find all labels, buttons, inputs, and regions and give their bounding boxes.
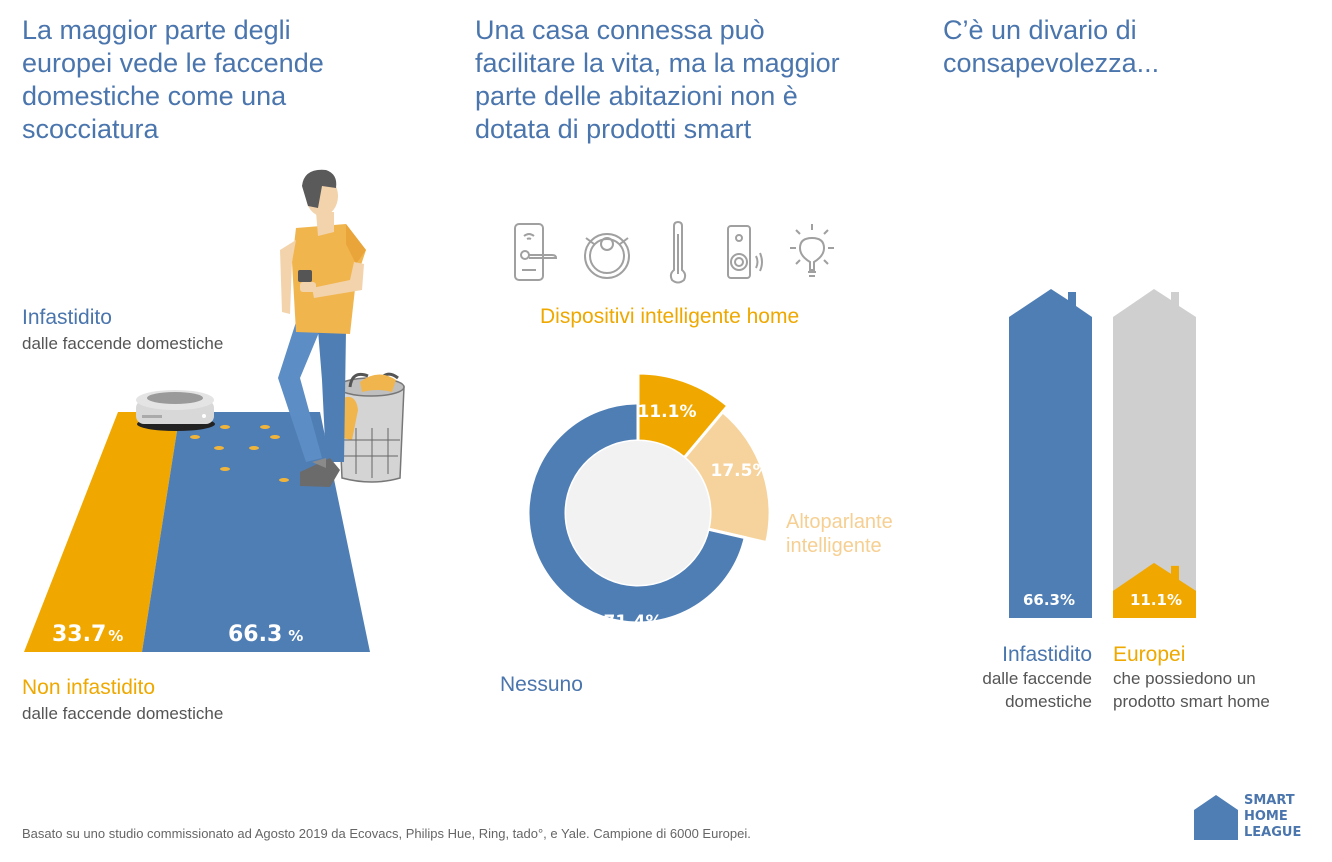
donut-hole [566,441,710,585]
logo-text: SMART HOME LEAGUE [1244,793,1302,840]
crumbs [190,425,289,482]
footnote: Basato su uno studio commissionato ad Ag… [22,826,751,841]
thermostat-icon [669,220,687,284]
section1-headline: La maggior parte degli europei vede le f… [22,15,324,144]
smart-bulb-icon [790,224,834,277]
smart-lock-icon [514,223,558,281]
robot-vacuum-icon [584,233,630,279]
annoyed-label: Infastidito [22,306,112,329]
house-bar-owners [1113,562,1196,618]
house-bar-annoyed [1009,289,1092,618]
house-bars-chart: 66.3% 11.1% [1009,289,1196,618]
smart-home-league-logo[interactable]: SMART HOME LEAGUE [1194,793,1314,843]
rug-chart: 33.7% 66.3% [24,169,405,652]
donut-label-devices: 11.1% [638,402,697,422]
owner-house-fill [1113,562,1196,618]
annoyed-sublabel: dalle faccende domestiche [22,334,224,353]
not-annoyed-sublabel: dalle faccende domestiche [22,704,224,723]
speaker-label: Altoparlante intelligente [786,511,893,557]
house-bar-owners-background [1113,289,1196,618]
rug-orange-value: 33.7% [52,622,123,647]
none-label: Nessuno [500,673,583,696]
rug-blue-value: 66.3% [228,622,303,647]
house-logo-icon [1194,795,1238,840]
section2-headline: Una casa connessa può facilitare la vita… [475,15,840,144]
donut-label-none: 71.4% [604,612,663,632]
section3-headline: C’è un divario di consapevolezza... [943,15,1160,78]
rug-orange-segment [24,412,180,652]
house-bar-owners-value: 11.1% [1130,591,1182,609]
device-icons-row [514,220,834,284]
smart-devices-label: Dispositivi intelligente home [540,305,800,328]
not-annoyed-label: Non infastidito [22,676,156,699]
donut-chart: 11.1% 17.5% 71.4% [526,371,772,632]
section3-left-caption: Infastidito dalle faccende domestiche [982,643,1092,711]
robot-vacuum-illustration [136,390,215,431]
person-illustration [278,169,405,487]
donut-label-speaker: 17.5% [711,461,770,481]
section3-right-caption: Europei che possiedono un prodotto smart… [1113,643,1270,711]
video-doorbell-icon [727,225,763,279]
house-bar-annoyed-value: 66.3% [1023,591,1075,609]
